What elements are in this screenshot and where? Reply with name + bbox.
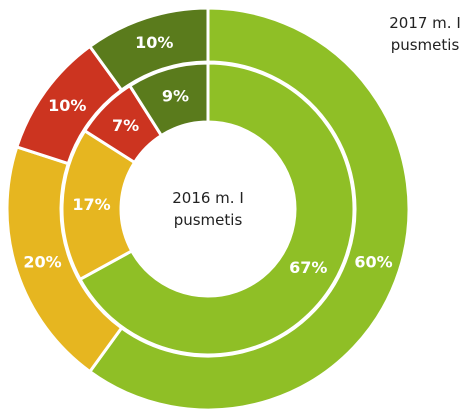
inner-ring-title: 2016 m. I pusmetis [172, 189, 244, 229]
slice [78, 61, 356, 357]
data-label: 7% [112, 116, 139, 135]
data-label: 20% [23, 252, 61, 271]
data-label: 9% [162, 87, 189, 106]
slice [127, 61, 210, 138]
data-label: 10% [135, 33, 173, 52]
data-label: 60% [354, 252, 392, 271]
data-label: 10% [48, 96, 86, 115]
outer-ring-title: 2017 m. I pusmetis [389, 14, 461, 54]
data-label: 67% [289, 258, 327, 277]
data-label: 17% [72, 195, 110, 214]
